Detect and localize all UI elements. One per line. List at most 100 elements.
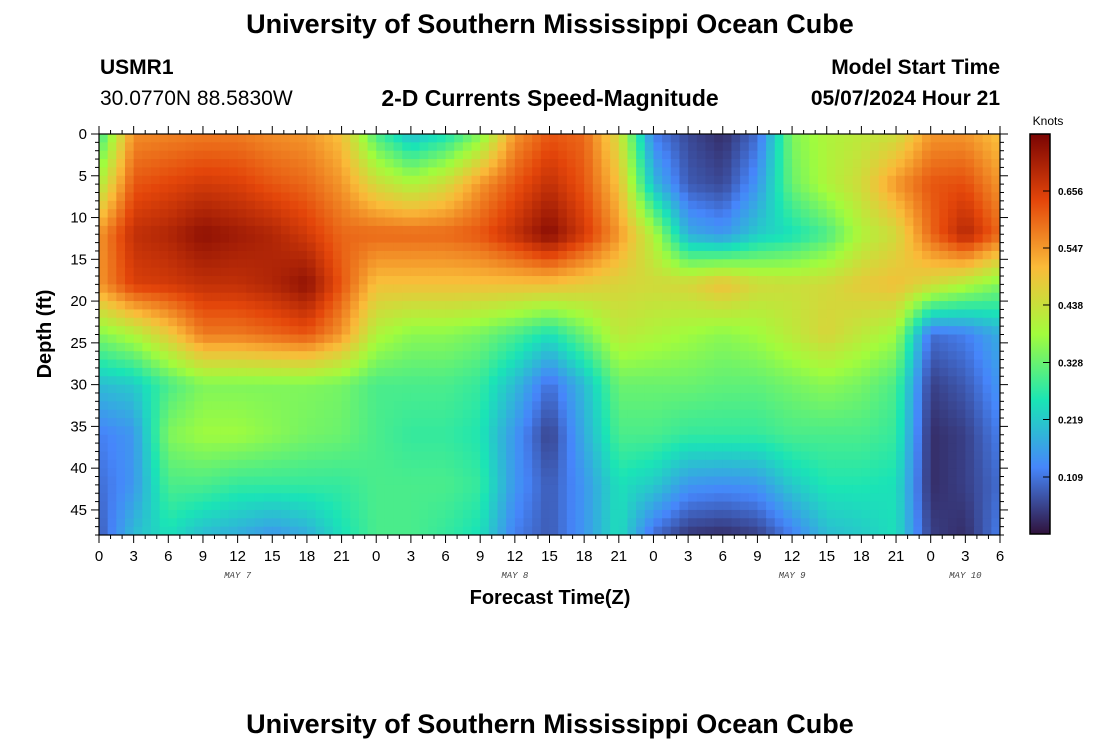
heatmap-cell xyxy=(783,434,793,444)
heatmap-cell xyxy=(549,134,559,143)
heatmap-cell xyxy=(627,200,637,210)
heatmap-cell xyxy=(670,250,681,260)
heatmap-cell xyxy=(402,426,412,436)
heatmap-cell xyxy=(939,359,949,369)
heatmap-cell xyxy=(393,476,403,486)
heatmap-cell xyxy=(445,301,455,311)
heatmap-cell xyxy=(930,184,940,194)
heatmap-cell xyxy=(159,468,169,478)
heatmap-cell xyxy=(376,334,386,344)
heatmap-cell xyxy=(688,276,698,285)
heatmap-cell xyxy=(696,309,707,319)
heatmap-cell xyxy=(844,418,854,427)
heatmap-cell xyxy=(202,518,213,528)
heatmap-cell xyxy=(939,351,949,361)
heatmap-cell xyxy=(280,184,291,194)
heatmap-cell xyxy=(376,209,386,219)
heatmap-cell xyxy=(367,217,377,227)
heatmap-cell xyxy=(974,426,984,436)
heatmap-cell xyxy=(956,259,966,269)
heatmap-cell xyxy=(280,359,291,369)
heatmap-cell xyxy=(688,367,698,377)
heatmap-cell xyxy=(107,484,117,494)
heatmap-cell xyxy=(194,476,204,486)
heatmap-cell xyxy=(818,259,828,269)
heatmap-cell xyxy=(956,476,966,486)
heatmap-cell xyxy=(402,134,412,143)
heatmap-cell xyxy=(402,267,412,277)
heatmap-cell xyxy=(991,142,1000,152)
heatmap-cell xyxy=(575,518,585,528)
heatmap-cell xyxy=(618,351,629,361)
heatmap-cell xyxy=(610,468,620,478)
heatmap-cell xyxy=(523,409,533,419)
heatmap-cell xyxy=(436,292,447,302)
heatmap-cell xyxy=(644,292,655,302)
heatmap-cell xyxy=(956,359,966,369)
heatmap-cell xyxy=(644,267,655,277)
heatmap-cell xyxy=(662,509,672,519)
heatmap-cell xyxy=(627,351,637,361)
heatmap-cell xyxy=(991,309,1000,319)
heatmap-cell xyxy=(939,134,949,143)
heatmap-cell xyxy=(532,192,542,202)
heatmap-cell xyxy=(454,401,464,411)
heatmap-cell xyxy=(930,367,940,377)
heatmap-cell xyxy=(376,184,386,194)
heatmap-cell xyxy=(948,167,958,177)
heatmap-cell xyxy=(133,292,143,302)
heatmap-cell xyxy=(263,426,273,436)
heatmap-cell xyxy=(358,451,369,461)
heatmap-cell xyxy=(506,225,516,235)
heatmap-cell xyxy=(376,342,386,352)
heatmap-cell xyxy=(376,200,386,210)
heatmap-cell xyxy=(575,301,585,311)
heatmap-cell xyxy=(688,225,698,235)
heatmap-cell xyxy=(948,342,958,352)
heatmap-cell xyxy=(818,192,828,202)
heatmap-cell xyxy=(705,367,715,377)
heatmap-cell xyxy=(844,426,854,436)
heatmap-cell xyxy=(584,217,594,227)
heatmap-cell xyxy=(904,175,914,185)
heatmap-cell xyxy=(514,159,525,169)
heatmap-cell xyxy=(194,426,204,436)
heatmap-cell xyxy=(948,434,958,444)
heatmap-cell xyxy=(367,309,377,319)
heatmap-cell xyxy=(740,484,750,494)
heatmap-cell xyxy=(358,175,369,185)
heatmap-cell xyxy=(904,309,914,319)
heatmap-cell xyxy=(887,509,897,519)
heatmap-cell xyxy=(289,426,299,436)
heatmap-cell xyxy=(774,167,785,177)
heatmap-cell xyxy=(540,443,551,453)
heatmap-cell xyxy=(766,309,776,319)
heatmap-cell xyxy=(358,443,369,453)
heatmap-cell xyxy=(211,301,221,311)
heatmap-cell xyxy=(358,342,369,352)
heatmap-cell xyxy=(896,367,906,377)
heatmap-cell xyxy=(722,292,733,302)
heatmap-cell xyxy=(532,142,542,152)
heatmap-cell xyxy=(627,384,637,394)
heatmap-cell xyxy=(965,209,975,219)
heatmap-cell xyxy=(670,418,681,427)
heatmap-cell xyxy=(384,459,395,469)
heatmap-cell xyxy=(774,434,785,444)
heatmap-cell xyxy=(818,443,828,453)
heatmap-cell xyxy=(280,159,291,169)
heatmap-cell xyxy=(627,342,637,352)
heatmap-cell xyxy=(107,409,117,419)
heatmap-cell xyxy=(549,418,559,427)
heatmap-cell xyxy=(982,225,992,235)
heatmap-cell xyxy=(722,468,733,478)
heatmap-cell xyxy=(956,292,966,302)
heatmap-cell xyxy=(298,225,308,235)
heatmap-cell xyxy=(896,301,906,311)
heatmap-cell xyxy=(948,225,958,235)
heatmap-cell xyxy=(566,209,577,219)
heatmap-cell xyxy=(228,459,239,469)
heatmap-cell xyxy=(176,159,187,169)
heatmap-cell xyxy=(246,418,256,427)
heatmap-cell xyxy=(844,142,854,152)
